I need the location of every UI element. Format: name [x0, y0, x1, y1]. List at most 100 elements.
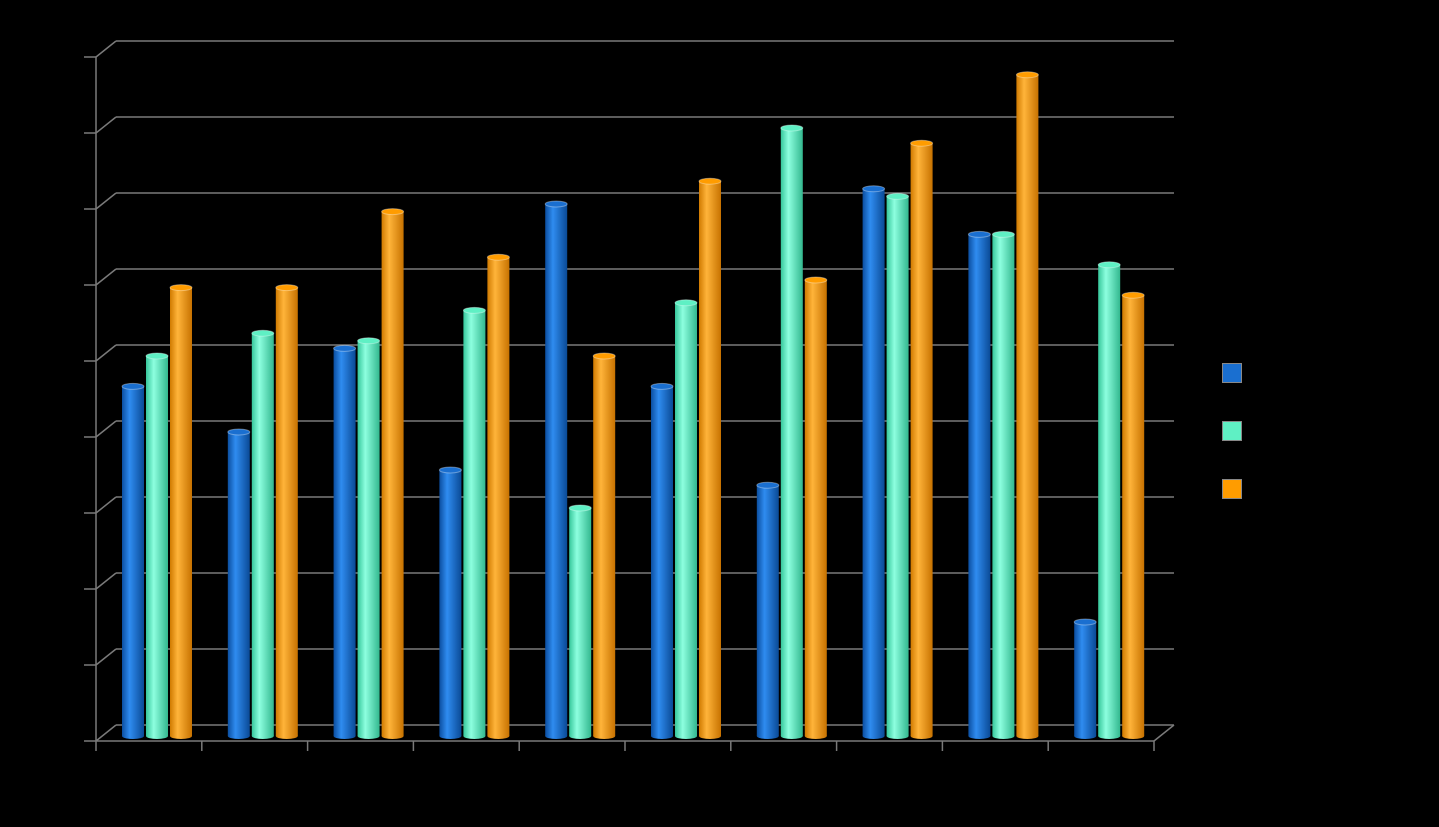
bar-base — [170, 733, 192, 739]
bar — [862, 185, 886, 739]
bar-base — [545, 733, 568, 739]
bar — [145, 352, 169, 739]
bar-body — [756, 485, 779, 736]
bar-base — [251, 733, 274, 739]
bar — [886, 192, 910, 739]
bar-cap — [804, 276, 828, 284]
bar-body — [275, 287, 298, 736]
gridline-diagonal — [95, 344, 117, 362]
bar-body — [227, 432, 250, 736]
bar-body — [886, 196, 909, 736]
bar — [1097, 261, 1121, 739]
gridline-diagonal — [95, 420, 117, 438]
bar-cap — [592, 352, 616, 360]
bar-base — [463, 733, 486, 739]
bar-cap — [1015, 71, 1039, 79]
gridline-diagonal — [95, 724, 117, 742]
bar-base — [1016, 733, 1039, 739]
bar-cap — [169, 284, 193, 292]
bar-cap — [910, 139, 934, 147]
bar — [462, 306, 486, 739]
bar-body — [651, 386, 673, 736]
legend-item-series-2 — [1222, 402, 1252, 460]
bar-base — [699, 733, 721, 739]
bar-cap — [862, 185, 886, 193]
bar-body — [992, 234, 1015, 736]
bar-cap — [357, 337, 381, 345]
bar — [568, 504, 592, 739]
bar — [227, 428, 251, 739]
gridline-diagonal — [95, 572, 117, 590]
bar-body — [1098, 264, 1121, 736]
bar-body — [862, 188, 885, 737]
bar-cap — [486, 253, 510, 261]
bar-base — [227, 733, 250, 739]
legend-item-series-3 — [1222, 460, 1252, 518]
bar — [544, 200, 568, 739]
bar-base — [910, 733, 933, 739]
bar-base — [992, 733, 1015, 739]
bar-base — [146, 733, 168, 739]
bar — [275, 284, 299, 739]
bar — [1073, 618, 1097, 739]
bar-base — [1122, 733, 1145, 739]
bar-body — [1074, 622, 1097, 736]
bar-body — [1122, 295, 1145, 736]
bar-body — [146, 356, 168, 736]
bar-base — [886, 733, 909, 739]
bar-cap — [780, 124, 804, 132]
legend-swatch-series-2 — [1222, 421, 1242, 441]
bar-base — [1098, 733, 1121, 739]
bar — [780, 124, 804, 739]
bar-cap — [275, 284, 299, 292]
bar-base — [862, 733, 885, 739]
bar-body — [675, 302, 697, 736]
bar-cap — [698, 177, 722, 185]
bar-body — [593, 356, 616, 736]
bar-cap — [650, 382, 674, 390]
bar — [698, 177, 722, 739]
bar — [910, 139, 934, 739]
gridline-diagonal — [95, 192, 117, 210]
bar-cap — [121, 382, 145, 390]
bar-base — [756, 733, 779, 739]
bar-base — [357, 733, 380, 739]
bar — [169, 284, 193, 739]
legend-swatch-series-1 — [1222, 363, 1242, 383]
bar-cap — [756, 481, 780, 489]
bar-body — [122, 386, 144, 736]
bar-cap — [568, 504, 592, 512]
bar-body — [699, 181, 721, 736]
legend-item-series-1 — [1222, 344, 1252, 402]
floor-edge — [1153, 724, 1175, 742]
bar-body — [487, 257, 510, 736]
bar-body — [1016, 74, 1039, 737]
bar-base — [275, 733, 298, 739]
bar — [1015, 71, 1039, 739]
bar — [674, 299, 698, 739]
bar-base — [675, 733, 697, 739]
bar-base — [381, 733, 404, 739]
bar-base — [804, 733, 827, 739]
bar — [592, 352, 616, 739]
bar-cap — [333, 344, 357, 352]
bar-body — [357, 340, 380, 736]
bar — [486, 253, 510, 739]
bar-cap — [438, 466, 462, 474]
bar-base — [569, 733, 592, 739]
bar-body — [968, 234, 991, 736]
bar — [357, 337, 381, 739]
bar — [991, 230, 1015, 739]
legend-swatch-series-3 — [1222, 479, 1242, 499]
bar-base — [968, 733, 991, 739]
bar-base — [122, 733, 144, 739]
legend — [1222, 344, 1252, 518]
bar-base — [487, 733, 510, 739]
bar-cap — [381, 208, 405, 216]
bar — [756, 481, 780, 739]
bar-cap — [886, 192, 910, 200]
bar-base — [439, 733, 462, 739]
bars — [121, 71, 1145, 739]
bar — [650, 382, 674, 739]
